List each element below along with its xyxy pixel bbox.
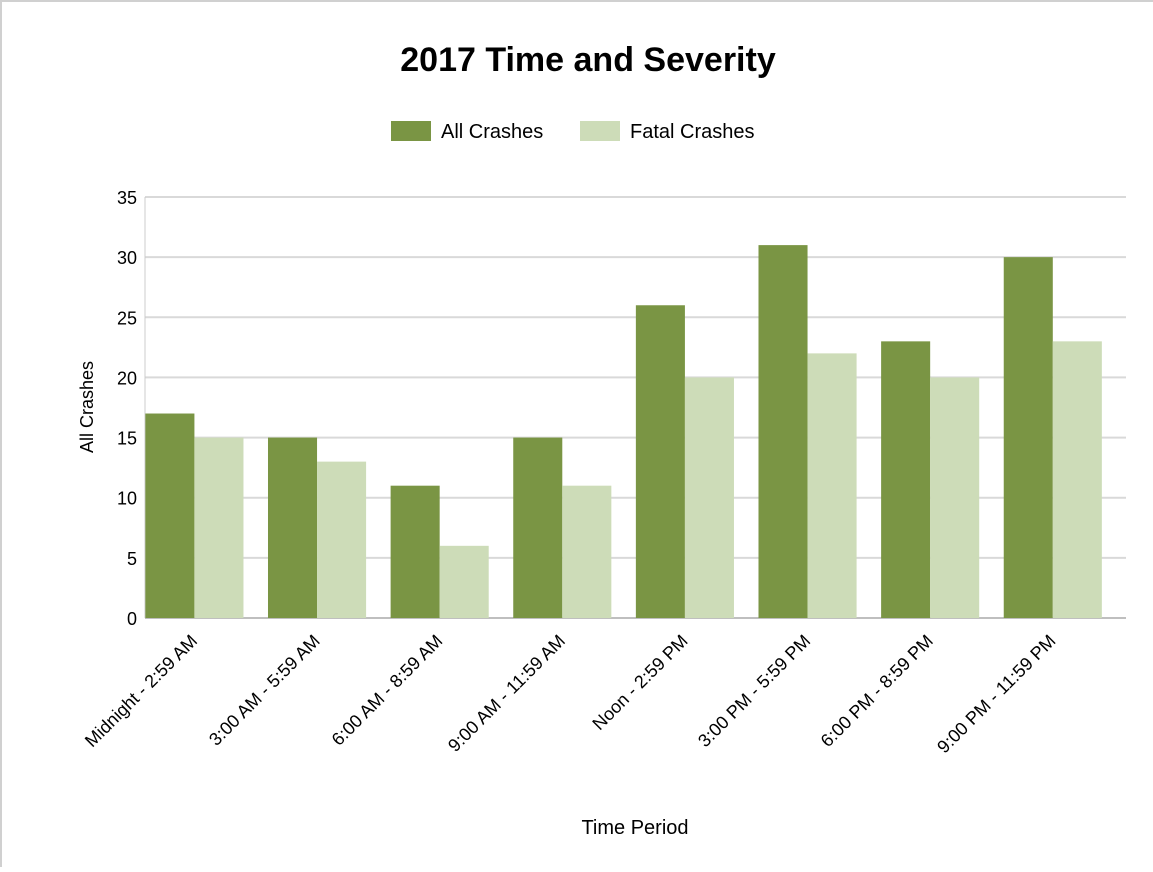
- bar-all-crashes: [513, 437, 563, 618]
- x-tick-label: Midnight - 2:59 AM: [81, 631, 201, 751]
- bar-all-crashes: [881, 341, 931, 618]
- legend-label: Fatal Crashes: [630, 121, 755, 143]
- y-tick-label: 5: [127, 549, 137, 569]
- y-tick-label: 10: [117, 489, 137, 509]
- y-axis-tick-labels: 0 5 10 15 20 25 30 35: [117, 188, 137, 629]
- legend-swatch: [580, 121, 620, 141]
- x-tick-label: 9:00 PM - 11:59 PM: [933, 631, 1059, 757]
- bar-fatal-crashes: [194, 437, 244, 618]
- x-tick-label: 3:00 PM - 5:59 PM: [694, 631, 814, 751]
- chart-title: 2017 Time and Severity: [400, 41, 776, 79]
- y-tick-label: 25: [117, 308, 137, 328]
- bar-fatal-crashes: [930, 377, 980, 618]
- x-tick-label: 6:00 AM - 8:59 AM: [328, 631, 447, 750]
- legend: All Crashes Fatal Crashes: [391, 121, 755, 143]
- y-tick-label: 20: [117, 368, 137, 388]
- x-tick-label: 3:00 AM - 5:59 AM: [205, 631, 324, 750]
- bar-fatal-crashes: [684, 377, 734, 618]
- bar-all-crashes: [145, 413, 195, 618]
- bar-fatal-crashes: [317, 461, 367, 618]
- bars: [145, 245, 1102, 618]
- x-tick-label: 6:00 PM - 8:59 PM: [817, 631, 937, 751]
- y-tick-label: 0: [127, 609, 137, 629]
- bar-fatal-crashes: [439, 545, 489, 618]
- bar-fatal-crashes: [807, 353, 857, 618]
- legend-label: All Crashes: [441, 121, 543, 143]
- bar-fatal-crashes: [1052, 341, 1102, 618]
- x-tick-label: 9:00 AM - 11:59 AM: [444, 631, 569, 756]
- legend-swatch: [391, 121, 431, 141]
- x-axis-tick-labels: Midnight - 2:59 AM 3:00 AM - 5:59 AM 6:00 …: [81, 631, 1060, 757]
- y-tick-label: 15: [117, 429, 137, 449]
- y-tick-label: 30: [117, 248, 137, 268]
- bar-all-crashes: [390, 485, 440, 618]
- bar-fatal-crashes: [562, 485, 612, 618]
- bar-all-crashes: [635, 305, 685, 618]
- bar-all-crashes: [758, 245, 808, 618]
- y-tick-label: 35: [117, 188, 137, 208]
- bar-all-crashes: [267, 437, 318, 618]
- y-axis-title: All Crashes: [77, 361, 97, 453]
- x-axis-title: Time Period: [581, 817, 688, 839]
- bar-all-crashes: [1003, 257, 1053, 618]
- x-tick-label: Noon - 2:59 PM: [588, 631, 691, 734]
